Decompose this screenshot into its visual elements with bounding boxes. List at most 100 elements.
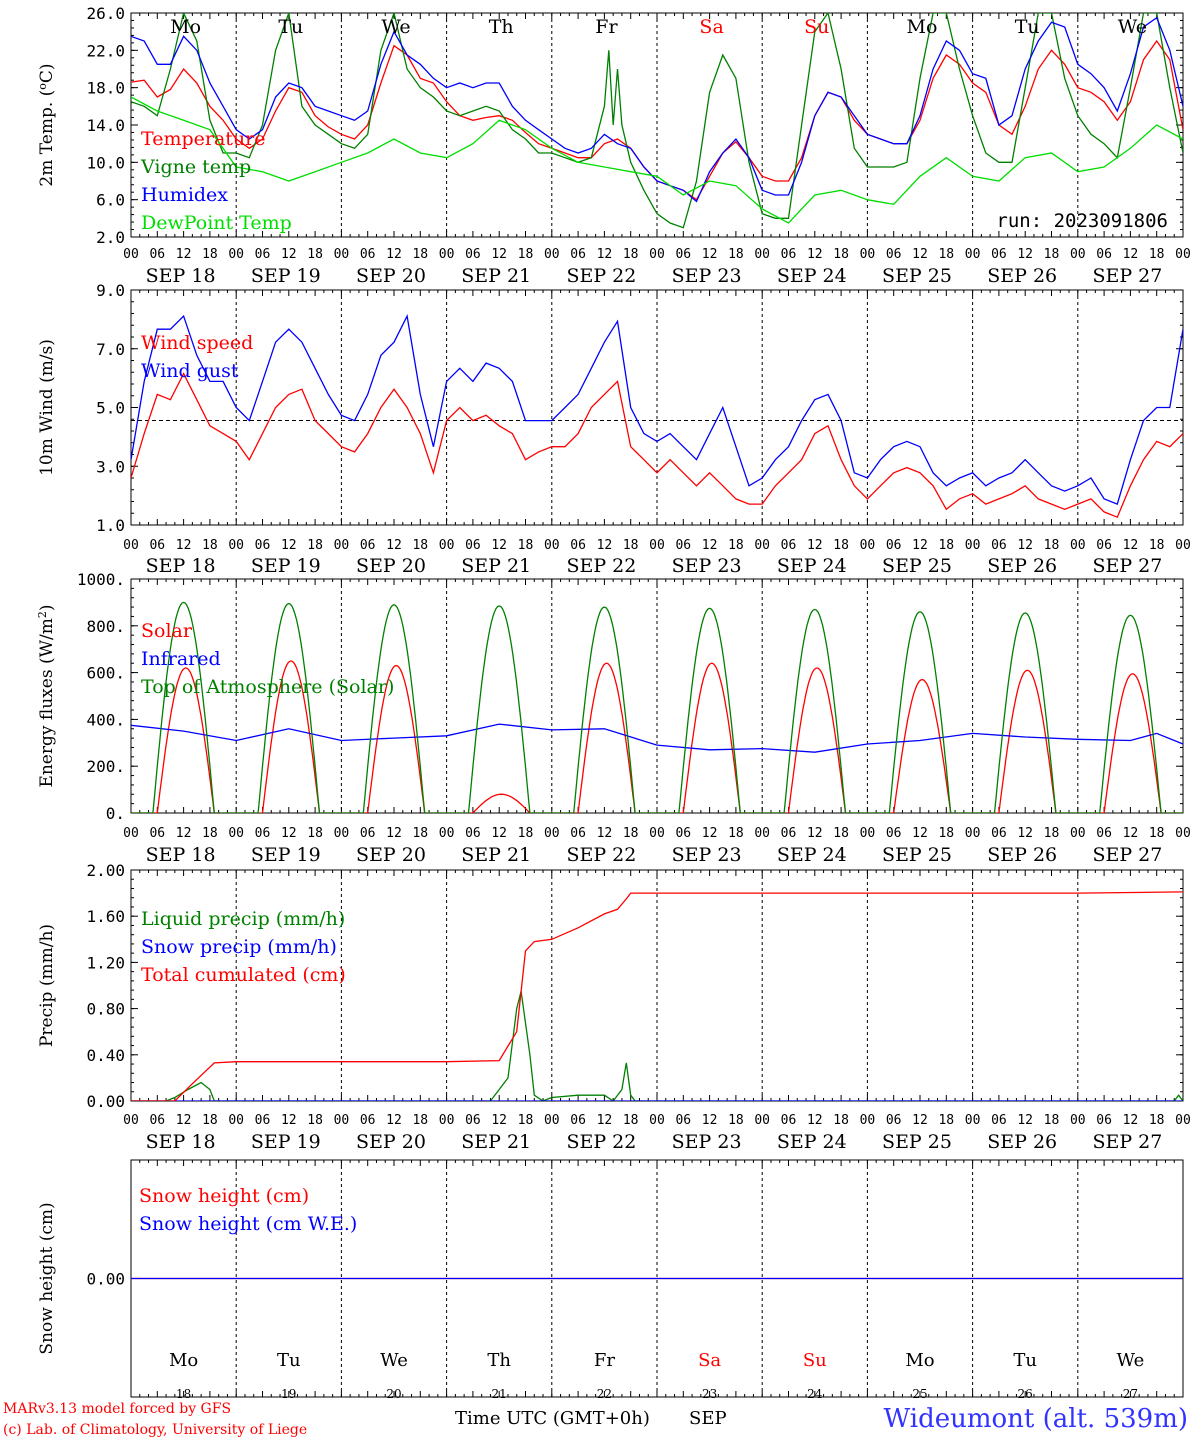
day-number-label: 20: [386, 1387, 401, 1401]
date-label: SEP 24: [777, 1131, 847, 1153]
hour-tick-label: 12: [912, 538, 928, 553]
hour-tick-label: 18: [518, 247, 534, 262]
hour-tick-label: 12: [912, 247, 928, 262]
hour-tick-label: 06: [149, 826, 165, 841]
y-tick-label: 1.20: [86, 953, 125, 972]
hour-tick-label: 18: [623, 247, 639, 262]
date-label: SEP 18: [146, 265, 216, 287]
date-label: SEP 19: [251, 265, 321, 287]
hour-tick-label: 06: [991, 1113, 1007, 1128]
hour-tick-label: 18: [1149, 247, 1165, 262]
y-tick-label: 1.60: [86, 907, 125, 926]
hour-tick-label: 12: [491, 826, 507, 841]
hour-tick-label: 18: [1044, 1113, 1060, 1128]
hour-tick-label: 00: [965, 826, 981, 841]
date-label: SEP 22: [566, 265, 636, 287]
hour-tick-label: 18: [728, 538, 744, 553]
hour-tick-label: 06: [781, 1113, 797, 1128]
weekday-label: Mo: [905, 1350, 934, 1371]
hour-tick-label: 00: [544, 1113, 560, 1128]
credit-line-2: (c) Lab. of Climatology, University of L…: [3, 1422, 307, 1438]
y-tick-label: 10.0: [86, 153, 125, 172]
hour-tick-label: 00: [1175, 826, 1191, 841]
hour-tick-label: 18: [518, 538, 534, 553]
y-tick-label: 1.0: [96, 516, 125, 535]
hour-tick-label: 00: [754, 538, 770, 553]
hour-tick-label: 12: [176, 247, 192, 262]
weekday-label: We: [1118, 16, 1147, 38]
hour-tick-label: 18: [938, 247, 954, 262]
weekday-label: We: [380, 1350, 408, 1371]
hour-tick-label: 18: [1044, 247, 1060, 262]
legend-entry: Liquid precip (mm/h): [141, 908, 345, 930]
hour-tick-label: 00: [123, 1113, 139, 1128]
hour-tick-label: 00: [1175, 247, 1191, 262]
hour-tick-label: 12: [1123, 1113, 1139, 1128]
hour-tick-label: 06: [886, 247, 902, 262]
hour-tick-label: 00: [649, 538, 665, 553]
date-label: SEP 24: [777, 265, 847, 287]
y-axis-title: Snow height (cm): [37, 1202, 57, 1354]
hour-tick-label: 06: [675, 247, 691, 262]
hour-tick-label: 18: [307, 247, 323, 262]
hour-tick-label: 00: [334, 826, 350, 841]
date-label: SEP 19: [251, 844, 321, 866]
hour-tick-label: 12: [597, 538, 613, 553]
y-tick-label: 0.: [106, 804, 125, 823]
weekday-label: Su: [804, 16, 829, 38]
weekday-label: We: [381, 16, 410, 38]
series-group: [131, 13, 1183, 229]
hour-tick-label: 12: [912, 1113, 928, 1128]
weekday-label: Mo: [907, 16, 938, 38]
hour-tick-label: 00: [228, 247, 244, 262]
hour-tick-label: 12: [597, 1113, 613, 1128]
y-tick-label: 600.: [86, 664, 125, 683]
y-tick-label: 9.0: [96, 281, 125, 300]
hour-tick-label: 00: [228, 1113, 244, 1128]
hour-tick-label: 00: [1070, 247, 1086, 262]
date-label: SEP 22: [566, 1131, 636, 1153]
hour-tick-label: 18: [1149, 1113, 1165, 1128]
hour-tick-label: 18: [518, 826, 534, 841]
hour-tick-label: 12: [176, 1113, 192, 1128]
hour-tick-label: 12: [702, 538, 718, 553]
date-label: SEP 26: [987, 555, 1057, 577]
hour-tick-label: 12: [1017, 538, 1033, 553]
panel-1: 2.0 6.0 10.0 14.0 18.0 22.0 26.0 2m Temp. (oC) 0…: [36, 4, 1191, 287]
hour-tick-label: 12: [386, 826, 402, 841]
date-label: SEP 23: [672, 844, 742, 866]
date-label: SEP 26: [987, 844, 1057, 866]
hour-tick-label: 12: [281, 1113, 297, 1128]
weekday-label: Tu: [1015, 16, 1040, 38]
day-number-label: 22: [597, 1387, 612, 1401]
hour-tick-label: 06: [360, 826, 376, 841]
hour-tick-label: 06: [675, 538, 691, 553]
hour-tick-label: 12: [807, 826, 823, 841]
y-axis-title: Energy fluxes (W/m2): [36, 604, 57, 787]
hour-tick-label: 06: [991, 538, 1007, 553]
hour-tick-label: 00: [649, 247, 665, 262]
hour-tick-label: 06: [570, 826, 586, 841]
weekday-label: Su: [803, 1350, 827, 1371]
y-tick-label: 0.00: [86, 1270, 125, 1289]
date-label: SEP 24: [777, 555, 847, 577]
hour-tick-label: 00: [1070, 1113, 1086, 1128]
date-label: SEP 18: [146, 844, 216, 866]
hour-tick-label: 06: [255, 538, 271, 553]
weekday-label: Th: [489, 16, 514, 38]
panel-2: 1.0 3.0 5.0 7.0 9.0 10m Wind (m/s) 00 06 12 18 SEP…: [37, 281, 1191, 577]
hour-tick-label: 18: [623, 1113, 639, 1128]
series-group: [131, 314, 1183, 519]
hour-tick-label: 12: [702, 826, 718, 841]
y-axis-title: Precip (mm/h): [37, 924, 57, 1047]
weekday-label: Tu: [277, 1350, 301, 1371]
hour-tick-label: 18: [938, 538, 954, 553]
date-label: SEP 20: [356, 1131, 426, 1153]
legend-entry: Vigne temp: [140, 156, 251, 178]
hour-tick-label: 18: [833, 247, 849, 262]
date-label: SEP 27: [1092, 555, 1162, 577]
hour-tick-label: 00: [1070, 826, 1086, 841]
hour-tick-label: 12: [597, 826, 613, 841]
series-line: [131, 991, 1183, 1101]
